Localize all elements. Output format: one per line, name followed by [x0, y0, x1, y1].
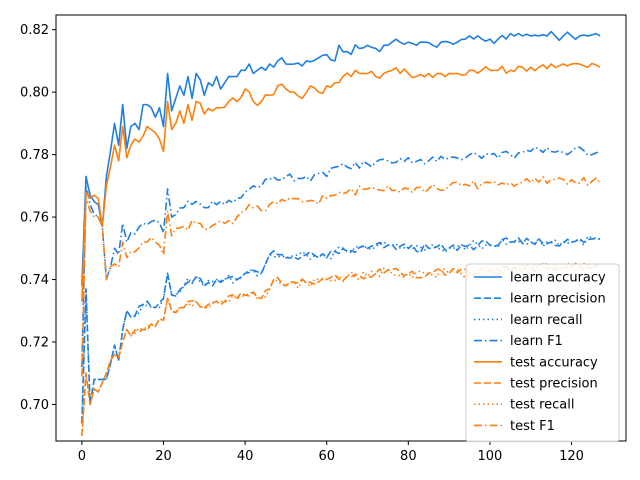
y-tick-label: 0.74 [20, 273, 49, 288]
legend-label: learn precision [510, 292, 606, 307]
x-tick-label: 20 [155, 449, 172, 464]
legend-box [465, 263, 620, 443]
legend-label: test F1 [510, 419, 555, 434]
x-tick-label: 80 [400, 449, 417, 464]
y-tick-label: 0.80 [20, 86, 49, 101]
legend: learn accuracy learn precision learn recal… [465, 263, 620, 443]
legend-label: learn recall [510, 313, 582, 328]
x-tick-label: 100 [478, 449, 503, 464]
y-tick-label: 0.72 [20, 335, 49, 350]
y-tick-label: 0.70 [20, 398, 49, 413]
legend-label: learn F1 [510, 334, 563, 349]
y-tick-label: 0.78 [20, 148, 49, 163]
x-tick-label: 60 [318, 449, 335, 464]
legend-label: test precision [510, 377, 598, 392]
x-tick-label: 120 [559, 449, 584, 464]
series-line-learn-accuracy [81, 30, 601, 286]
legend-label: test recall [510, 398, 575, 413]
series-line-learn-precision [81, 237, 601, 424]
legend-label: test accuracy [510, 355, 598, 370]
y-axis: 0.70 0.72 0.74 0.76 0.78 0.80 0.82 [20, 23, 56, 413]
series-line-test-recall [81, 261, 601, 436]
plot-frame [55, 14, 627, 442]
y-tick-label: 0.82 [20, 23, 49, 38]
x-tick-label: 0 [78, 449, 86, 464]
y-tick-label: 0.76 [20, 211, 49, 226]
series-line-test-F1 [81, 176, 601, 377]
x-tick-label: 40 [237, 449, 254, 464]
x-axis: 0 20 40 60 80 100 120 [78, 441, 584, 464]
legend-label: learn accuracy [510, 271, 606, 286]
series-line-test-accuracy [81, 62, 601, 302]
